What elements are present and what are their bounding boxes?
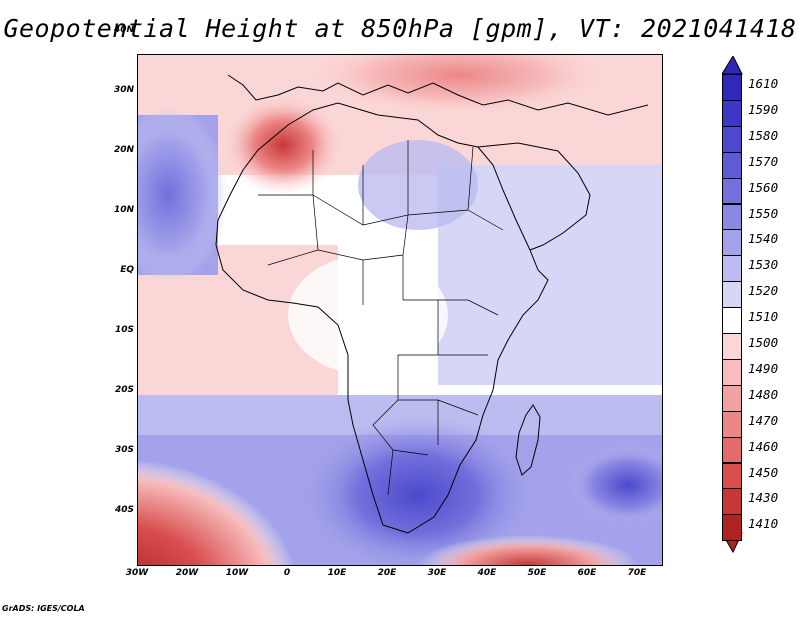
colorbar-swatch — [722, 410, 742, 438]
colorbar-swatch — [722, 74, 742, 101]
colorbar-label: 1560 — [748, 179, 779, 195]
colorbar-swatch — [722, 203, 742, 231]
lon-label-10w: 10W — [225, 568, 249, 578]
colorbar-label: 1550 — [748, 205, 779, 221]
colorbar-swatch — [722, 307, 742, 334]
madagascar-coastline — [515, 404, 541, 476]
colorbar-swatch — [722, 384, 742, 412]
lon-label-30w: 30W — [125, 568, 149, 578]
colorbar-label: 1570 — [748, 153, 779, 169]
lat-label-40s: 40S — [114, 505, 134, 515]
map-plot-area — [137, 54, 663, 566]
colorbar-swatch — [722, 255, 742, 283]
country-borders — [258, 140, 504, 496]
colorbar-label: 1540 — [748, 231, 779, 247]
colorbar-label: 1460 — [748, 438, 779, 454]
colorbar-swatch — [722, 229, 742, 257]
colorbar-swatch — [722, 333, 742, 360]
lon-label-10e: 10E — [327, 568, 347, 578]
lat-label-10s: 10S — [114, 325, 134, 335]
colorbar-label: 1430 — [748, 490, 779, 506]
colorbar-swatch — [722, 151, 742, 179]
grads-credit: GrADS: IGES/COLA — [2, 604, 85, 613]
lon-label-20w: 20W — [175, 568, 199, 578]
colorbar-label: 1470 — [748, 412, 779, 428]
europe-coastline — [227, 74, 649, 116]
colorbar-label: 1490 — [748, 360, 779, 376]
colorbar-label: 1610 — [748, 76, 779, 91]
colorbar-label: 1410 — [748, 516, 779, 532]
colorbar-label: 1590 — [748, 101, 779, 117]
lon-label-40e: 40E — [477, 568, 497, 578]
lon-label-30e: 30E — [427, 568, 447, 578]
lon-label-60e: 60E — [577, 568, 597, 578]
lat-label-20n: 20N — [113, 145, 134, 155]
colorbar-label: 1500 — [748, 335, 779, 350]
colorbar-label: 1580 — [748, 127, 779, 143]
figure-title: Geopotential Height at 850hPa [gpm], VT:… — [3, 14, 797, 43]
colorbar-label: 1520 — [748, 283, 779, 299]
lat-label-30n: 30N — [113, 85, 134, 95]
colorbar-label: 1480 — [748, 386, 779, 402]
lat-label-10n: 10N — [113, 205, 134, 215]
lat-label-30s: 30S — [114, 445, 134, 455]
colorbar-swatch — [722, 281, 742, 309]
colorbar-swatch — [722, 358, 742, 386]
lon-label-20e: 20E — [377, 568, 397, 578]
colorbar-swatch — [722, 125, 742, 153]
lat-label-40n: 40N — [113, 25, 134, 35]
lon-label-70e: 70E — [627, 568, 647, 578]
map-field-svg — [138, 55, 662, 565]
africa-coastline — [215, 102, 549, 534]
colorbar-swatch — [722, 177, 742, 205]
colorbar-label: 1450 — [748, 464, 779, 480]
colorbar-label: 1510 — [748, 309, 779, 325]
colorbar-label: 1530 — [748, 257, 779, 273]
colorbar-swatch — [722, 436, 742, 464]
colorbar-swatch — [722, 462, 742, 490]
colorbar-swatch — [722, 488, 742, 516]
lon-label-50e: 50E — [527, 568, 547, 578]
lon-label-0: 0 — [283, 568, 291, 578]
colorbar-swatch — [722, 514, 742, 542]
colorbar-swatch — [722, 99, 742, 127]
lat-label-eq: EQ — [120, 265, 134, 275]
arabia-coastline — [477, 142, 591, 251]
lat-label-20s: 20S — [114, 385, 134, 395]
